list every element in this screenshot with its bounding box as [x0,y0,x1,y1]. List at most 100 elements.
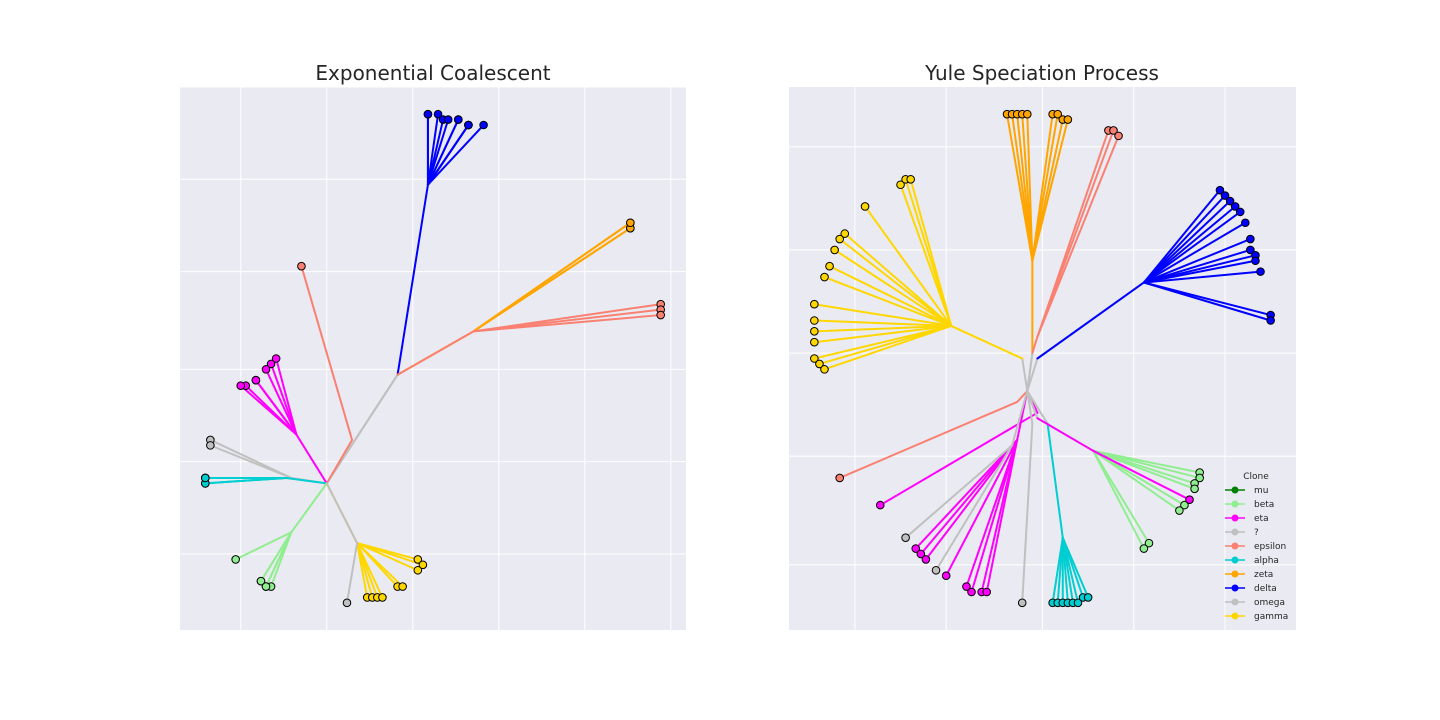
leaf-node-eta [261,365,271,374]
leaf-node-alpha [1073,598,1083,608]
leaf-edge-gamma [813,324,953,344]
leaf-node-beta [261,582,271,591]
leaf-edge-gamma [909,178,953,327]
leaf-edge-eta [985,438,1019,593]
leaf-edge-eta [265,368,298,436]
leaf-node-zeta [1063,115,1073,124]
leaf-edge-delta [1142,259,1257,284]
leaf-edge-gamma [828,265,953,327]
leaf-node-delta [479,120,488,130]
leaf-edge-eta [914,438,1019,550]
leaf-edge-delta [1142,248,1252,284]
leaf-edge-epsilon [1036,134,1120,338]
leaf-node-beta [1144,538,1154,548]
leaf-edge-eta [919,438,1019,555]
legend-marker [1231,542,1239,550]
branch-epsilon [1016,390,1029,403]
legend-marker [1231,514,1239,522]
chart-title: Yule Speciation Process [924,61,1159,85]
tree-leaves [810,109,1275,608]
legend-marker [1231,612,1239,620]
leaf-node-delta [1230,202,1240,211]
leaf-edge-delta [426,113,440,186]
leaf-edge-beta [1092,449,1150,545]
leaf-node-delta [1220,191,1230,200]
leaf-edge-delta [1142,205,1237,284]
leaf-node-eta [266,359,276,369]
tree-edges [204,113,662,604]
leaf-node-zeta [626,218,635,228]
legend-marker [1231,570,1239,578]
leaf-edge-beta [1092,449,1186,507]
legend-label: eta [1254,514,1269,524]
leaf-node-epsilon [1114,131,1123,141]
leaf-edge-eta [970,438,1019,593]
leaf-node-gamma [810,337,819,347]
leaf-edge-beta [1092,449,1196,490]
branch-epsilon [1026,352,1034,393]
leaf-edge-gamma [838,238,953,327]
leaf-edge-gamma [899,183,953,327]
leaf-node-omega [342,598,352,608]
legend-marker [1231,584,1239,592]
exponential-coalescent-panel: Exponential Coalescent [180,61,686,630]
leaf-edge-? [209,444,293,479]
leaf-node-gamma [810,327,819,336]
leaf-node-gamma [810,354,819,363]
leaf-edge-gamma [813,303,953,327]
branch-omega [325,482,359,545]
leaf-edge-delta [1142,210,1242,284]
leaf-edge-? [935,444,1014,572]
leaf-node-zeta [1053,109,1063,119]
leaf-node-epsilon [1109,126,1118,135]
leaf-node-gamma [820,272,829,282]
leaf-edge-gamma [818,324,953,365]
leaf-edge-eta [879,411,1039,507]
leaf-edge-beta [259,531,293,583]
leaf-node-delta [423,109,433,119]
leaf-edge-gamma [823,324,953,371]
legend-marker [1231,528,1239,536]
leaf-node-eta [251,375,261,385]
leaf-edge-eta [239,384,298,436]
branch-? [1011,390,1029,447]
leaf-node-gamma [413,555,423,564]
branch-eta [1026,390,1039,420]
leaf-node-delta [1225,196,1235,206]
leaf-node-? [931,565,941,575]
leaf-node-beta [1180,500,1189,510]
yule-speciation-panel: Yule Speciation Process Clone mu beta eta?… [789,61,1296,630]
leaf-node-gamma [378,593,387,602]
legend-label: alpha [1254,556,1279,566]
leaf-node-eta [967,587,976,597]
leaf-edge-gamma [813,319,953,327]
leaf-edge-delta [426,124,470,186]
legend-label: epsilon [1254,542,1286,552]
leaf-edge-zeta [472,221,632,333]
leaf-node-beta [231,555,240,564]
leaf-edge-eta [945,438,1019,577]
leaf-edge-omega [345,542,359,604]
leaf-edge-delta [1142,281,1272,322]
leaf-node-gamma [840,229,850,238]
leaf-edge-gamma [356,542,424,566]
leaf-edge-gamma [833,248,953,327]
leaf-node-beta [1175,506,1184,515]
leaf-edge-delta [1142,270,1262,284]
leaf-node-eta [921,555,931,564]
legend-item: omega [1225,598,1285,608]
leaf-edge-delta [1142,221,1247,284]
leaf-node-alpha [1083,593,1093,602]
leaf-node-epsilon [656,310,666,320]
branch-alpha [1026,390,1049,425]
leaf-edge-gamma [864,205,953,327]
leaf-node-zeta [1022,109,1032,119]
leaf-node-beta [1139,544,1149,553]
leaf-edge-gamma [356,542,384,599]
leaf-node-gamma [810,299,819,309]
leaf-node-eta [236,381,246,390]
leaf-edge-delta [426,118,460,186]
leaf-edge-? [904,444,1014,539]
leaf-edge-alpha [1061,536,1090,599]
